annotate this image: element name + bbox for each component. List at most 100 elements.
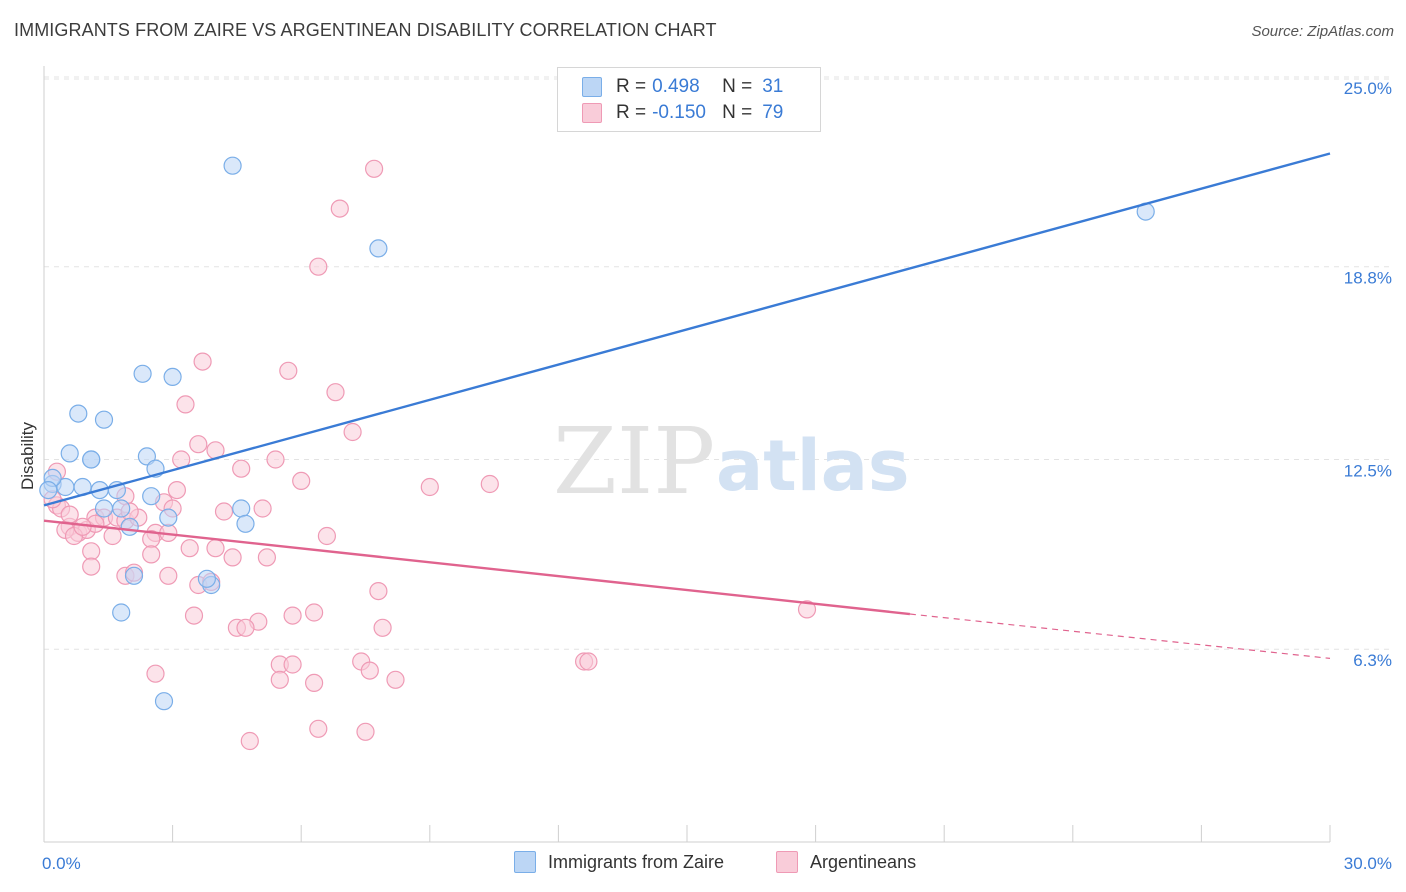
point-argentineans	[279, 361, 298, 380]
point-immigrants-from-zaire	[120, 517, 139, 536]
point-argentineans	[309, 257, 328, 276]
legend-swatch-argentineans	[582, 103, 602, 123]
point-argentineans	[82, 542, 101, 561]
point-argentineans	[73, 517, 92, 536]
legend-row-zaire: R = 0.498 N = 31	[582, 75, 783, 99]
point-immigrants-from-zaire	[112, 603, 131, 622]
series-swatch-argentineans	[776, 851, 798, 873]
series-legend-zaire[interactable]: Immigrants from Zaire	[514, 851, 724, 873]
point-argentineans	[214, 502, 234, 521]
legend-swatch-zaire	[582, 77, 602, 97]
point-argentineans	[579, 652, 598, 671]
legend-r-label: R =	[616, 102, 647, 123]
trend-line-immigrants-from-zaire	[43, 152, 1331, 507]
point-argentineans	[159, 566, 178, 585]
point-immigrants-from-zaire	[154, 692, 174, 711]
tick-labels: 6.3% 12.5% 18.8% 25.0% 0.0% 30.0%	[42, 79, 1392, 873]
legend-r-value: -0.150	[652, 102, 706, 123]
point-argentineans	[189, 435, 208, 454]
legend-n-value: 31	[762, 76, 784, 97]
x-tick-label: 0.0%	[42, 854, 81, 873]
point-argentineans	[305, 603, 324, 622]
point-argentineans	[305, 673, 324, 693]
series-swatch-zaire	[514, 851, 536, 873]
point-argentineans	[360, 661, 379, 680]
point-argentineans	[266, 450, 285, 469]
point-argentineans	[82, 557, 101, 576]
point-argentineans	[386, 670, 405, 689]
legend-row-argentineans: R = -0.150 N = 79	[582, 101, 783, 125]
point-immigrants-from-zaire	[39, 481, 58, 500]
point-argentineans	[167, 481, 186, 500]
point-immigrants-from-zaire	[124, 566, 144, 585]
series-legend-argentineans[interactable]: Argentineans	[776, 851, 916, 873]
point-argentineans	[253, 499, 272, 518]
legend-n-label: N =	[722, 102, 753, 123]
point-argentineans	[223, 548, 242, 567]
point-immigrants-from-zaire	[232, 499, 251, 518]
x-tick-label: 30.0%	[1344, 854, 1392, 873]
point-argentineans	[343, 422, 362, 442]
point-argentineans	[240, 731, 259, 751]
point-argentineans	[420, 477, 439, 497]
point-argentineans	[283, 606, 302, 625]
point-immigrants-from-zaire	[236, 514, 255, 533]
y-axis-label: Disability	[18, 421, 37, 490]
point-argentineans	[283, 655, 302, 674]
point-argentineans	[176, 395, 195, 414]
point-argentineans	[369, 581, 388, 601]
gridlines	[44, 76, 1392, 650]
point-immigrants-from-zaire	[137, 447, 156, 466]
chart-title: IMMIGRANTS FROM ZAIRE VS ARGENTINEAN DIS…	[14, 20, 717, 40]
correlation-legend: R = 0.498 N = 31 R = -0.150 N = 79	[557, 67, 821, 132]
y-tick-label: 12.5%	[1344, 462, 1392, 481]
y-tick-label: 18.8%	[1344, 269, 1392, 288]
point-argentineans	[146, 664, 165, 683]
series-label-argentineans: Argentineans	[810, 851, 917, 872]
legend-n-label: N =	[722, 76, 753, 97]
watermark: ZIP atlas	[553, 408, 910, 515]
point-argentineans	[180, 539, 199, 558]
point-argentineans	[206, 539, 225, 558]
point-argentineans	[317, 526, 336, 546]
data-points	[39, 156, 1155, 751]
point-immigrants-from-zaire	[82, 450, 101, 469]
watermark-zip: ZIP	[553, 408, 715, 515]
watermark-atlas: atlas	[716, 425, 910, 507]
point-argentineans	[184, 606, 204, 625]
legend-n-value: 79	[762, 102, 784, 123]
point-argentineans	[193, 352, 212, 371]
point-immigrants-from-zaire	[197, 569, 216, 588]
legend-r-label: R =	[616, 76, 647, 97]
point-argentineans	[373, 618, 392, 637]
series-label-zaire: Immigrants from Zaire	[548, 851, 725, 872]
axes	[43, 66, 1331, 843]
point-argentineans	[797, 600, 817, 619]
legend-r-value: 0.498	[652, 76, 700, 97]
point-argentineans	[60, 505, 79, 524]
trend-line-argentineans	[43, 519, 911, 616]
point-argentineans	[330, 199, 349, 218]
point-argentineans	[480, 474, 499, 494]
point-immigrants-from-zaire	[60, 444, 79, 463]
point-argentineans	[270, 670, 289, 689]
source-label: Source: ZipAtlas.com	[1251, 23, 1394, 40]
point-argentineans	[292, 471, 311, 490]
point-argentineans	[356, 722, 375, 741]
point-immigrants-from-zaire	[133, 364, 152, 383]
point-immigrants-from-zaire	[112, 499, 131, 518]
point-argentineans	[236, 618, 255, 637]
point-argentineans	[232, 459, 251, 478]
point-immigrants-from-zaire	[142, 487, 161, 506]
point-immigrants-from-zaire	[369, 239, 388, 258]
point-argentineans	[326, 383, 345, 402]
series-legend: Immigrants from Zaire Argentineans	[0, 851, 1406, 877]
point-immigrants-from-zaire	[223, 156, 242, 175]
y-tick-label: 25.0%	[1344, 79, 1392, 98]
point-immigrants-from-zaire	[94, 410, 114, 429]
point-immigrants-from-zaire	[159, 508, 178, 527]
point-argentineans	[365, 159, 384, 178]
point-immigrants-from-zaire	[69, 404, 88, 423]
point-argentineans	[309, 719, 328, 738]
